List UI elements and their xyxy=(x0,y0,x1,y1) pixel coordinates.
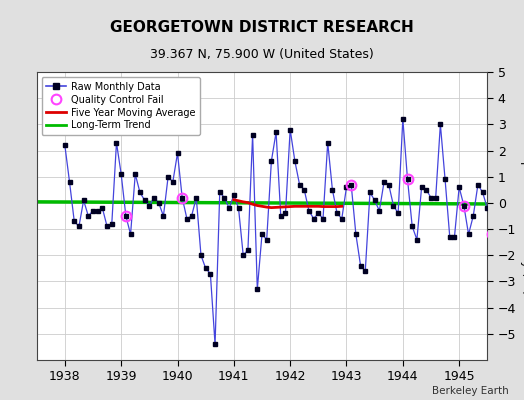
Text: 39.367 N, 75.900 W (United States): 39.367 N, 75.900 W (United States) xyxy=(150,48,374,61)
Text: GEORGETOWN DISTRICT RESEARCH: GEORGETOWN DISTRICT RESEARCH xyxy=(110,20,414,35)
Text: Berkeley Earth: Berkeley Earth xyxy=(432,386,508,396)
Y-axis label: Temperature Anomaly (°C): Temperature Anomaly (°C) xyxy=(520,137,524,295)
Legend: Raw Monthly Data, Quality Control Fail, Five Year Moving Average, Long-Term Tren: Raw Monthly Data, Quality Control Fail, … xyxy=(41,77,200,135)
